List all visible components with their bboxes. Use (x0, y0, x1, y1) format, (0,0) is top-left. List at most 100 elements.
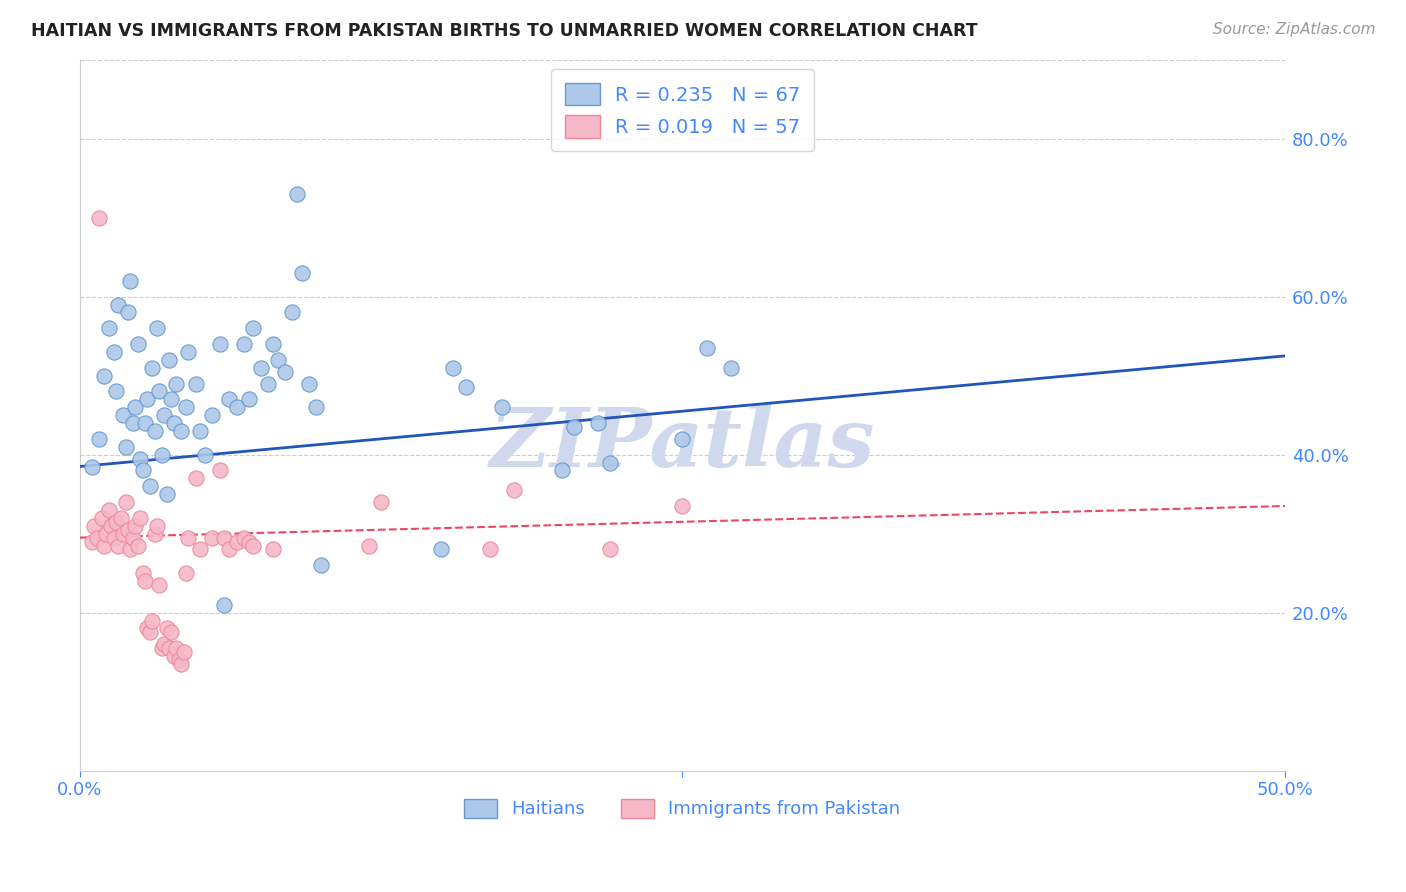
Point (274, 365, 297, 379)
Point (90, 511, 112, 525)
Point (305, 401, 328, 415)
Point (93, 539, 115, 553)
Point (100, 518, 122, 533)
Point (218, 542, 240, 557)
Point (103, 531, 125, 545)
Point (156, 487, 179, 501)
Point (124, 401, 146, 415)
Point (232, 531, 254, 545)
Point (201, 531, 224, 545)
Point (160, 625, 183, 640)
Point (359, 539, 381, 553)
Point (165, 376, 187, 391)
Text: ZIPatlas: ZIPatlas (489, 403, 875, 483)
Point (80, 459, 103, 474)
Point (153, 637, 176, 651)
Point (478, 542, 501, 557)
Point (225, 401, 247, 415)
Point (89, 211, 111, 225)
Point (122, 416, 145, 430)
Point (127, 539, 149, 553)
Point (156, 622, 179, 636)
Point (208, 463, 231, 477)
Point (177, 345, 200, 359)
Point (491, 401, 513, 415)
Point (225, 534, 247, 549)
Point (214, 531, 236, 545)
Point (112, 408, 135, 422)
Point (134, 574, 156, 588)
Point (599, 456, 621, 470)
Point (86, 531, 108, 545)
Point (146, 321, 169, 335)
Point (214, 598, 236, 612)
Point (170, 424, 193, 438)
Point (257, 376, 280, 391)
Point (148, 578, 170, 592)
Point (114, 440, 136, 454)
Legend: Haitians, Immigrants from Pakistan: Haitians, Immigrants from Pakistan (457, 792, 908, 826)
Point (370, 495, 392, 509)
Point (136, 392, 159, 407)
Text: Source: ZipAtlas.com: Source: ZipAtlas.com (1212, 22, 1375, 37)
Point (177, 531, 200, 545)
Point (165, 641, 187, 656)
Point (134, 416, 156, 430)
Point (262, 542, 284, 557)
Point (163, 416, 186, 430)
Point (174, 566, 197, 581)
Point (97, 503, 120, 517)
Point (124, 518, 146, 533)
Point (157, 352, 180, 367)
Point (201, 408, 224, 422)
Point (208, 337, 231, 351)
Point (110, 511, 132, 525)
Point (127, 337, 149, 351)
Point (443, 360, 465, 375)
Point (97, 321, 120, 335)
Point (105, 384, 128, 399)
Point (184, 376, 207, 391)
Point (139, 625, 162, 640)
Point (562, 420, 585, 434)
Point (131, 566, 153, 581)
Point (122, 531, 145, 545)
Point (720, 360, 742, 375)
Point (157, 641, 180, 656)
Point (131, 463, 153, 477)
Point (599, 542, 621, 557)
Point (454, 380, 477, 394)
Point (107, 297, 129, 311)
Point (120, 274, 142, 288)
Point (150, 448, 173, 462)
Point (232, 337, 254, 351)
Point (129, 451, 152, 466)
Point (112, 526, 135, 541)
Point (103, 345, 125, 359)
Point (143, 424, 166, 438)
Point (96, 526, 118, 541)
Point (551, 463, 574, 477)
Point (89, 432, 111, 446)
Point (136, 622, 159, 636)
Point (309, 558, 332, 573)
Point (586, 416, 609, 430)
Point (671, 432, 693, 446)
Point (242, 539, 264, 553)
Point (117, 523, 139, 537)
Point (249, 360, 271, 375)
Point (141, 614, 163, 628)
Point (502, 483, 524, 498)
Point (190, 542, 212, 557)
Point (291, 266, 314, 280)
Point (141, 360, 163, 375)
Point (150, 641, 173, 656)
Point (120, 542, 142, 557)
Point (238, 534, 260, 549)
Point (143, 526, 166, 541)
Point (139, 479, 162, 493)
Point (148, 384, 170, 399)
Point (671, 499, 693, 513)
Point (266, 352, 288, 367)
Point (117, 305, 139, 319)
